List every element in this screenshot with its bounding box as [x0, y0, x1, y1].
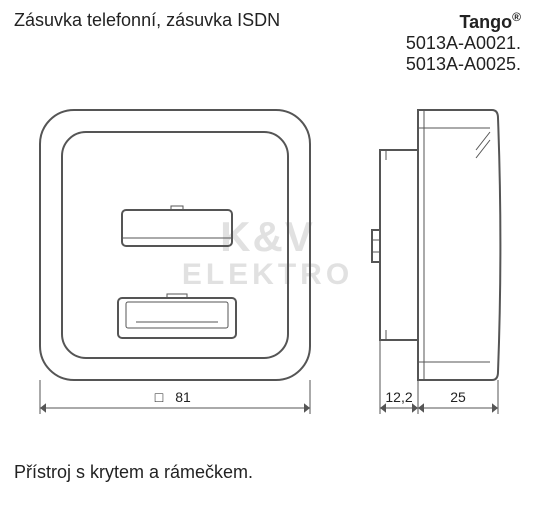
svg-text:25: 25 — [450, 389, 466, 405]
svg-text:□: □ — [155, 389, 164, 405]
svg-text:81: 81 — [175, 389, 191, 405]
technical-drawing: 81 □ 12,2 25 — [0, 0, 535, 505]
svg-text:12,2: 12,2 — [385, 389, 412, 405]
footer-text: Přístroj s krytem a rámečkem. — [14, 462, 253, 483]
